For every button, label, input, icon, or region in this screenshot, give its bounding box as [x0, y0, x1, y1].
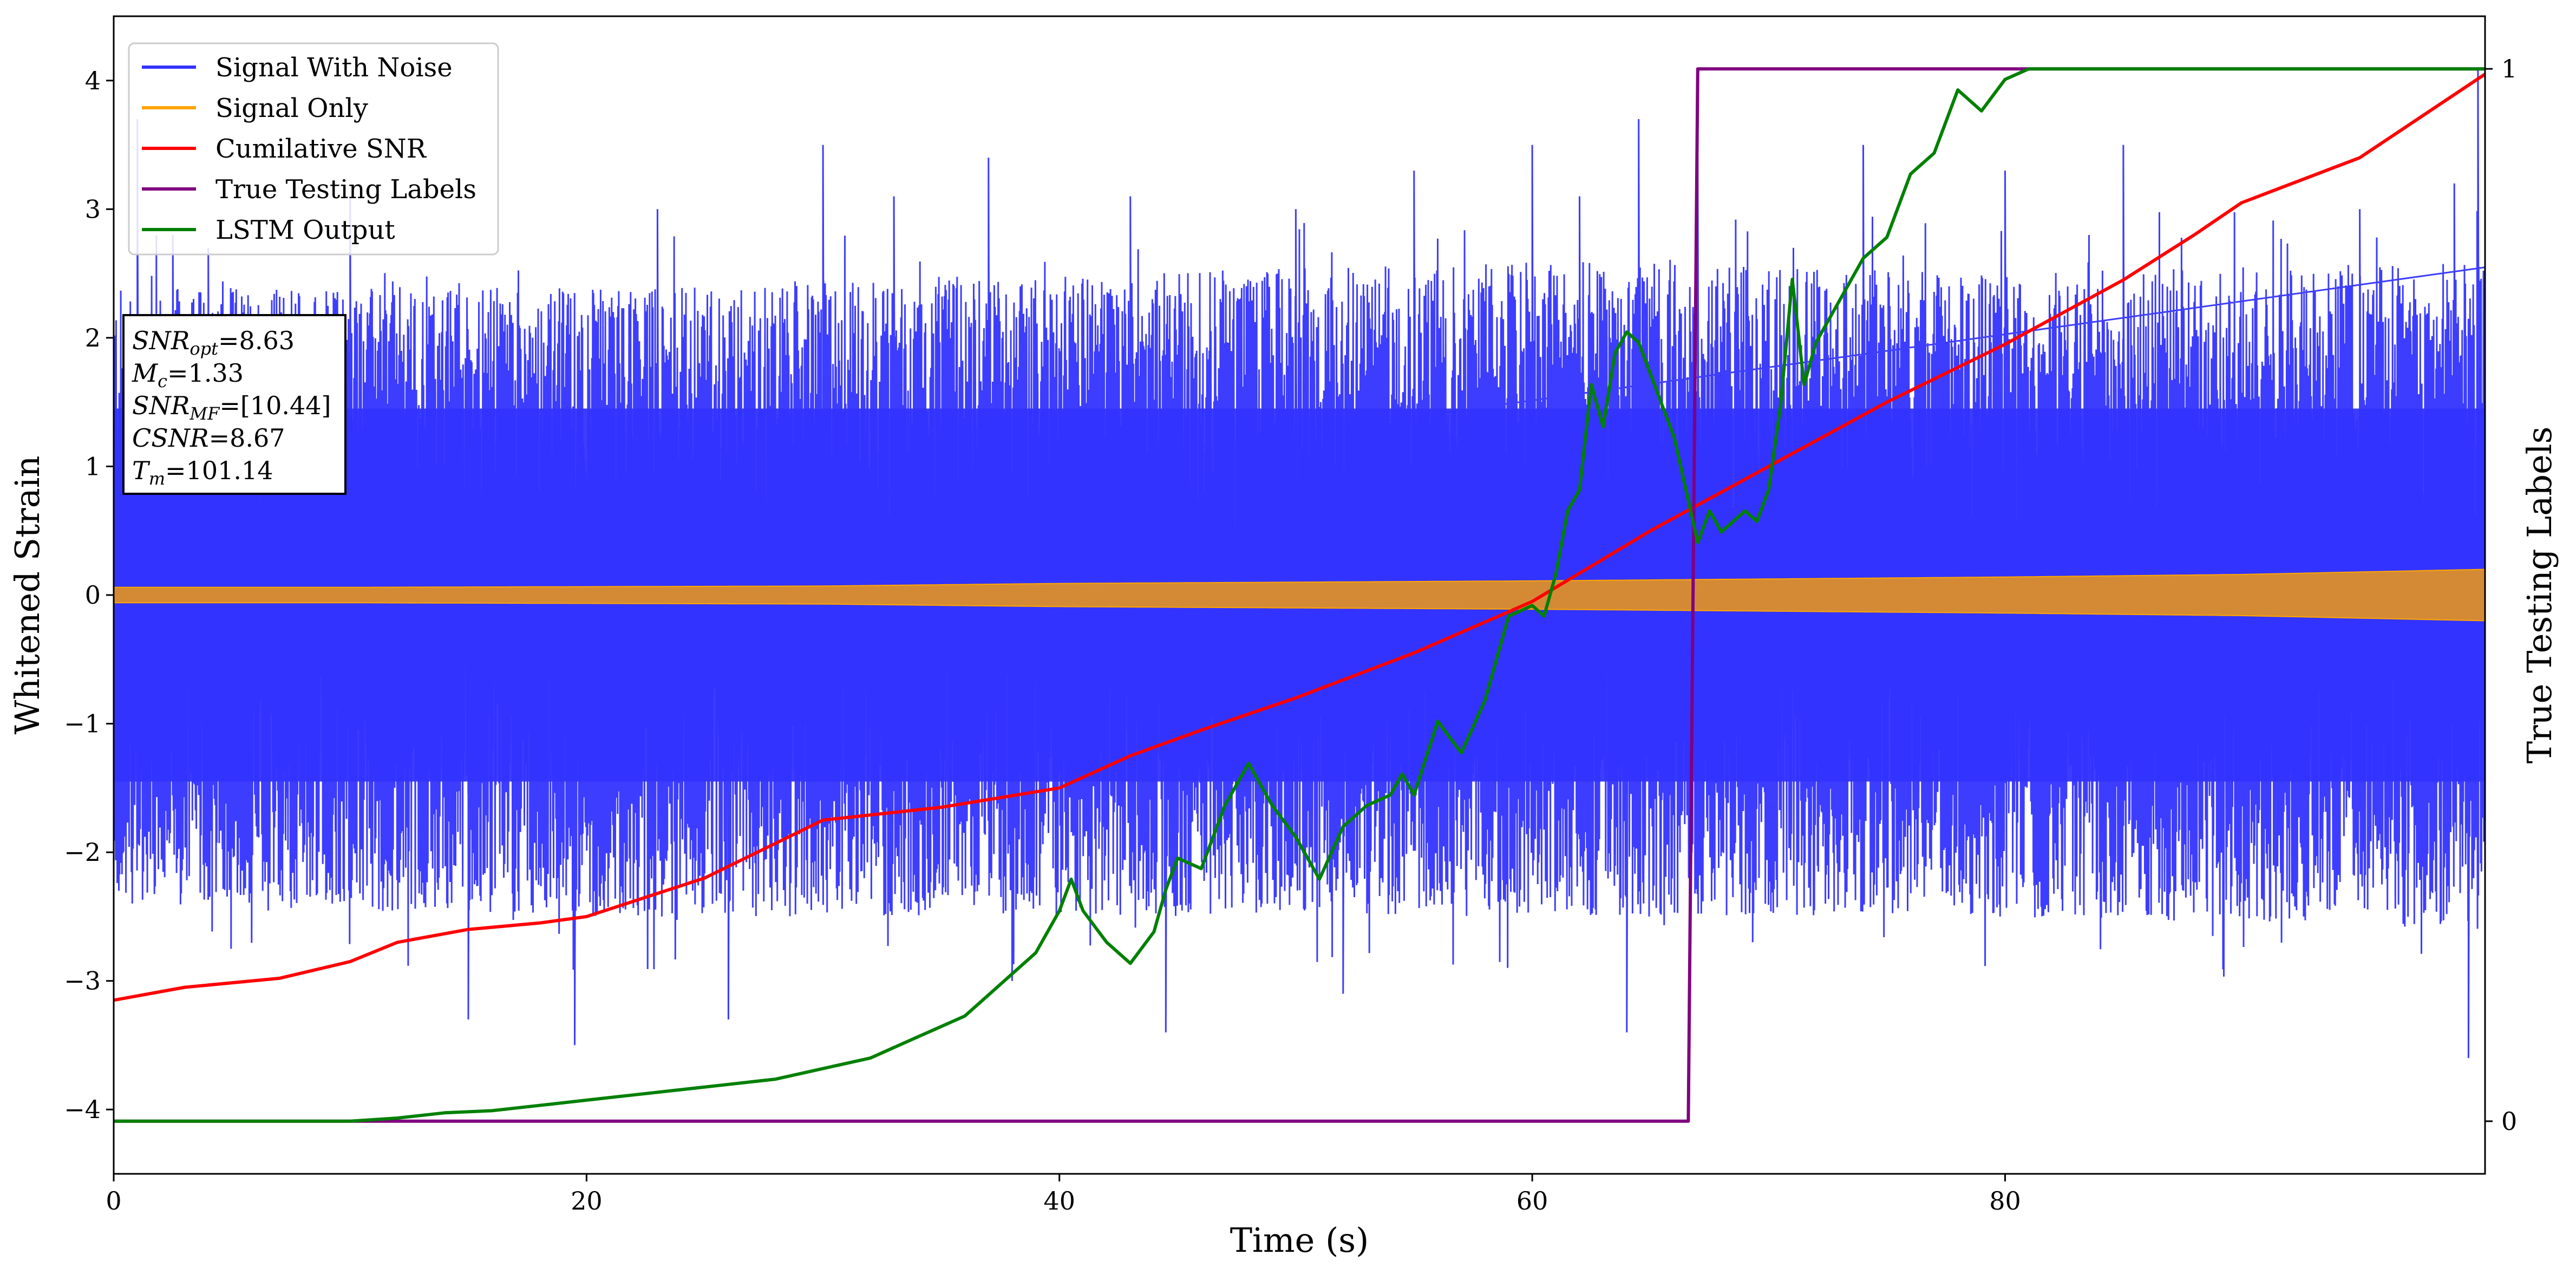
legend-label: Cumilative SNR [215, 134, 427, 164]
info-line: Tm=101.14 [132, 456, 273, 489]
legend: Signal With Noise Signal Only Cumilative S… [128, 42, 499, 256]
info-line: CSNR=8.67 [132, 423, 285, 453]
x-axis-title: Time (s) [1230, 1220, 1369, 1260]
x-tick-label: 40 [1043, 1186, 1075, 1216]
y-right-tick-label: 1 [2501, 54, 2517, 83]
plot-area [114, 67, 2485, 1123]
y-tick-label: 4 [85, 66, 101, 95]
legend-label: LSTM Output [215, 215, 395, 245]
y-tick-label: −4 [64, 1095, 101, 1124]
legend-label: Signal Only [215, 93, 368, 123]
y-tick-label: 2 [85, 323, 101, 352]
info-box: SNRopt=8.63Mc=1.33SNRMF=[10.44]CSNR=8.67… [122, 314, 346, 495]
y-tick-label: −2 [64, 838, 101, 867]
info-line: SNRMF=[10.44] [132, 391, 331, 424]
y-tick-label: 0 [85, 580, 101, 610]
y-right-tick-label: 0 [2501, 1107, 2517, 1136]
x-tick-label: 60 [1516, 1186, 1548, 1216]
x-tick-label: 80 [1989, 1186, 2021, 1216]
y-axis-left: 4 3 2 1 0 −1 −2 −3 −4 [64, 66, 114, 1124]
legend-label: Signal With Noise [215, 53, 453, 83]
x-tick-label: 0 [106, 1186, 121, 1216]
y-axis-title: Whitened Strain [8, 456, 47, 735]
y-axis-right: 10 [2485, 54, 2517, 1136]
x-axis: 0 20 40 60 80 [106, 1174, 2021, 1216]
series-cumilative-snr [114, 73, 2485, 1002]
info-line: Mc=1.33 [132, 358, 244, 391]
x-tick-label: 20 [571, 1186, 603, 1216]
legend-label: True Testing Labels [215, 174, 476, 205]
legend-frame [128, 42, 499, 256]
info-box-frame [122, 314, 346, 495]
series-lstm-output [114, 67, 2485, 1123]
y-tick-label: −1 [64, 709, 101, 739]
info-line: SNRopt=8.63 [132, 326, 295, 359]
series-signal-only [114, 569, 2485, 622]
y-tick-label: 1 [85, 452, 101, 481]
y-axis-right-title: True Testing Labels [2520, 427, 2559, 764]
y-tick-label: −3 [64, 966, 101, 996]
y-tick-label: 3 [85, 194, 101, 224]
